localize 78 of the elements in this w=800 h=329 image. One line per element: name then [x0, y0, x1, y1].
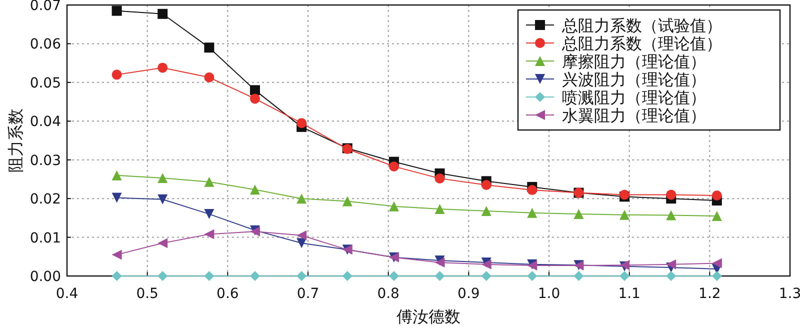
- point: [527, 208, 538, 218]
- y-tick-label: 0.06: [30, 36, 62, 53]
- point: [296, 230, 307, 240]
- x-tick-label: 0.4: [56, 286, 78, 302]
- y-axis-title: 阻力系数: [6, 108, 25, 172]
- x-axis-title: 傅汝德数: [396, 307, 460, 326]
- legend-label: 水翼阻力（理论值）: [562, 106, 706, 125]
- point: [250, 85, 260, 96]
- y-tick-label: 0.04: [30, 114, 62, 130]
- point: [434, 204, 445, 214]
- point: [666, 190, 676, 200]
- point: [204, 271, 214, 281]
- x-tick-label: 1.2: [698, 286, 721, 302]
- point: [388, 271, 399, 281]
- point: [712, 210, 722, 221]
- legend-label: 摩擦阻力（理论值）: [562, 52, 706, 71]
- point: [296, 118, 307, 128]
- point: [112, 6, 122, 16]
- x-tick-label: 0.7: [296, 286, 320, 302]
- point: [666, 259, 676, 270]
- point: [481, 180, 492, 190]
- y-tick-label: 0.01: [30, 230, 61, 246]
- point: [574, 209, 584, 220]
- point: [527, 185, 538, 196]
- point: [250, 94, 260, 104]
- legend-label: 总阻力系数（理论值）: [561, 34, 722, 53]
- point: [112, 192, 122, 203]
- x-tick-label: 0.6: [216, 286, 239, 302]
- x-tick-label: 1.1: [618, 286, 640, 302]
- y-tick-label: 0.03: [30, 152, 61, 169]
- y-tick-label: 0.00: [30, 269, 61, 285]
- point: [204, 209, 214, 220]
- x-tick-label: 0.9: [458, 286, 480, 302]
- legend-label: 喷溅阻力（理论值）: [562, 88, 706, 107]
- point: [112, 170, 122, 180]
- point: [158, 173, 168, 184]
- x-tick-label: 0.8: [377, 286, 400, 302]
- point: [296, 194, 307, 204]
- point: [250, 271, 260, 281]
- point: [620, 210, 630, 220]
- x-tick-label: 1.0: [538, 286, 560, 302]
- point: [112, 250, 122, 260]
- point: [342, 196, 352, 206]
- point: [204, 229, 214, 240]
- point: [574, 271, 584, 281]
- point: [666, 271, 676, 281]
- point: [712, 190, 722, 200]
- point: [527, 271, 538, 281]
- point: [204, 176, 214, 187]
- point: [112, 70, 122, 80]
- y-tick-label: 0.02: [30, 192, 61, 208]
- point: [158, 271, 168, 281]
- x-tick-label: 1.3: [778, 286, 800, 302]
- point: [620, 271, 630, 281]
- point: [204, 72, 214, 82]
- point: [296, 238, 307, 248]
- point: [158, 62, 168, 73]
- x-tick-label: 0.5: [136, 286, 158, 302]
- point: [388, 201, 399, 212]
- point: [434, 173, 445, 184]
- point: [296, 271, 307, 281]
- point: [158, 8, 168, 19]
- point: [712, 271, 722, 281]
- point: [481, 206, 492, 216]
- point: [481, 271, 492, 281]
- point: [388, 161, 399, 172]
- point: [712, 258, 722, 268]
- point: [666, 210, 676, 220]
- point: [342, 271, 352, 281]
- y-tick-label: 0.05: [30, 75, 61, 92]
- point: [434, 271, 445, 281]
- point: [158, 194, 168, 204]
- point: [158, 238, 168, 248]
- legend-label: 兴波阻力（理论值）: [562, 70, 706, 89]
- legend-label: 总阻力系数（试验值）: [561, 16, 722, 35]
- point: [250, 184, 260, 195]
- point: [204, 42, 214, 53]
- point: [112, 271, 122, 281]
